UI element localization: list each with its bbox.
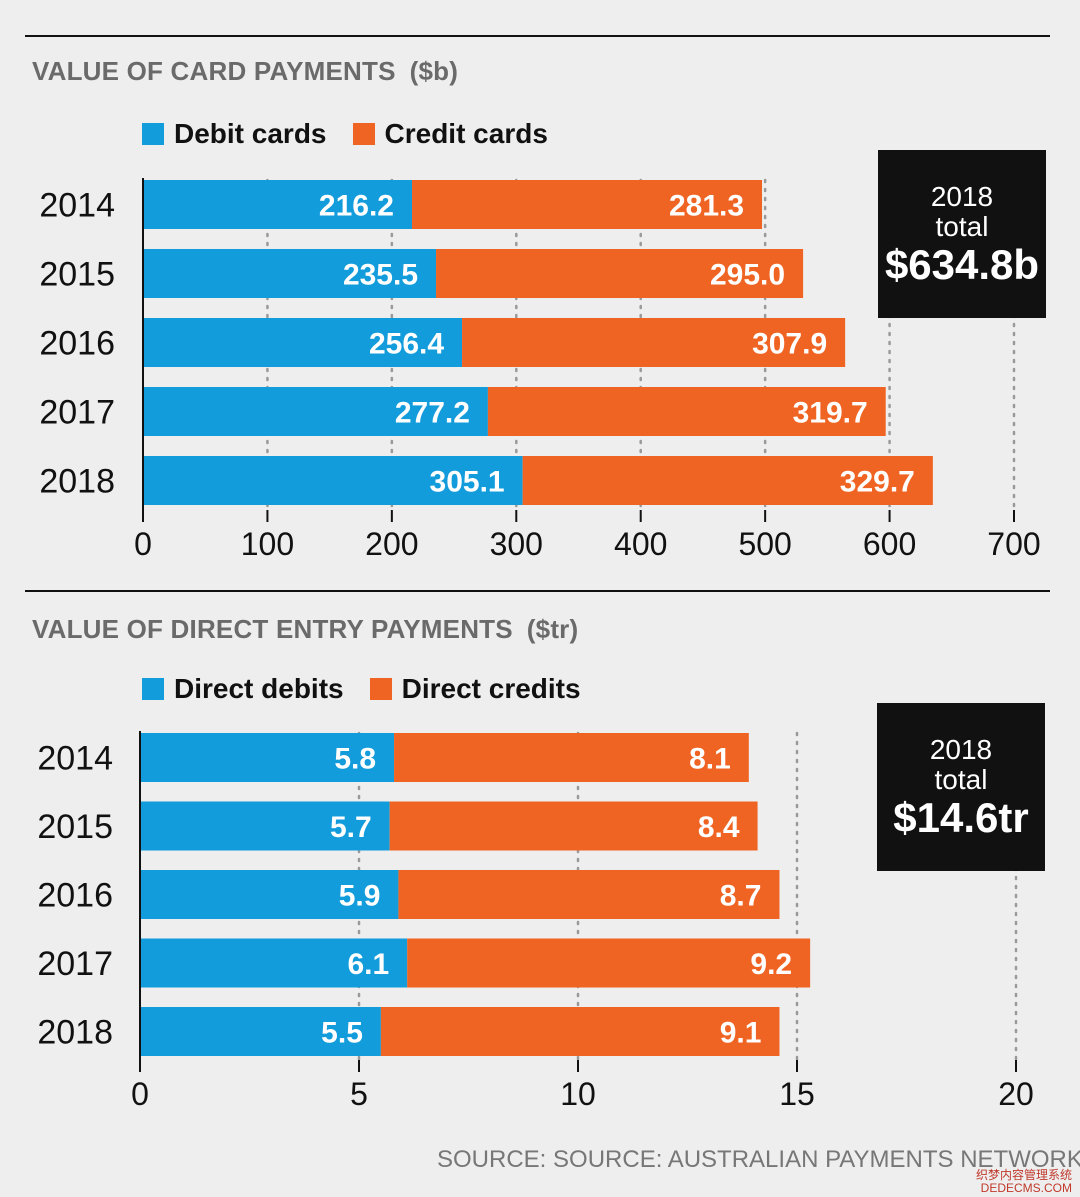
card-total-box: 2018 total $634.8b [878, 150, 1046, 318]
year-label-2018: 2018 [37, 1014, 113, 1052]
tick-label-100: 100 [241, 526, 294, 560]
bar-credit-2017 [407, 938, 811, 988]
value-label-debit-2015: 5.7 [330, 811, 372, 844]
legend-label-debit: Debit cards [174, 118, 327, 149]
year-label-2015: 2015 [37, 808, 113, 846]
top-rule [25, 35, 1050, 37]
bar-debit-2018 [143, 456, 523, 505]
direct-total-year: 2018 [929, 734, 993, 765]
legend-swatch-debit [142, 123, 164, 145]
legend-label-credit: Credit cards [384, 118, 548, 149]
bar-debit-2016 [143, 318, 463, 367]
value-label-debit-2014: 216.2 [319, 190, 394, 223]
legend-credit-cards: Credit cards [352, 118, 548, 150]
value-label-debit-2014: 5.8 [334, 743, 376, 776]
value-label-credit-2016: 307.9 [752, 328, 827, 361]
tick-label-20: 20 [998, 1076, 1034, 1112]
value-label-credit-2014: 8.1 [689, 743, 731, 776]
legend-label-direct-debits: Direct debits [174, 673, 344, 704]
card-title-text: VALUE OF CARD PAYMENTS [32, 56, 396, 86]
bar-debit-2017 [143, 387, 488, 436]
direct-total-label: total [934, 764, 988, 795]
card-total-value: $634.8b [884, 241, 1040, 288]
legend-direct-debits: Direct debits [142, 673, 344, 705]
direct-total-value: $14.6tr [893, 794, 1029, 841]
tick-label-0: 0 [131, 1076, 149, 1112]
bar-debit-2016 [140, 870, 399, 919]
direct-chart-title: VALUE OF DIRECT ENTRY PAYMENTS ($tr) [32, 614, 578, 645]
card-chart-title: VALUE OF CARD PAYMENTS ($b) [32, 56, 458, 87]
card-legend: Debit cards Credit cards [142, 117, 574, 151]
legend-direct-credits: Direct credits [369, 673, 581, 705]
legend-swatch-direct-debits [142, 678, 164, 700]
card-total-label: total [935, 211, 989, 242]
tick-label-200: 200 [365, 526, 418, 560]
tick-label-15: 15 [779, 1076, 815, 1112]
bar-debit-2017 [140, 938, 408, 988]
bar-debit-2014 [140, 733, 395, 782]
legend-swatch-credit [352, 123, 375, 145]
value-label-debit-2018: 5.5 [321, 1017, 363, 1050]
bar-credit-2014 [412, 180, 763, 229]
value-label-debit-2015: 235.5 [343, 259, 418, 292]
tick-label-0: 0 [134, 526, 152, 560]
direct-title-unit: ($tr) [526, 614, 579, 644]
value-label-credit-2018: 9.1 [720, 1017, 762, 1050]
tick-label-300: 300 [490, 526, 543, 560]
value-label-credit-2016: 8.7 [720, 880, 762, 913]
bar-debit-2018 [140, 1007, 381, 1056]
year-label-2016: 2016 [39, 325, 115, 363]
bar-debit-2015 [140, 801, 390, 851]
value-label-debit-2017: 277.2 [395, 397, 470, 430]
watermark: 织梦内容管理系统 DEDECMS.COM [976, 1169, 1072, 1195]
value-label-credit-2014: 281.3 [669, 190, 744, 223]
year-label-2014: 2014 [37, 740, 113, 778]
watermark-line2: DEDECMS.COM [980, 1181, 1072, 1195]
value-label-credit-2017: 319.7 [793, 397, 868, 430]
direct-title-text: VALUE OF DIRECT ENTRY PAYMENTS [32, 614, 513, 644]
bar-credit-2014 [394, 733, 749, 782]
card-total-year: 2018 [930, 181, 994, 212]
tick-label-700: 700 [987, 526, 1040, 560]
tick-label-5: 5 [350, 1076, 368, 1112]
card-payments-chart: 2014 216.2 281.3 2015 235.5 295.0 2016 256.4 307… [39, 178, 1041, 560]
value-label-credit-2015: 295.0 [710, 259, 785, 292]
value-label-credit-2015: 8.4 [698, 811, 740, 844]
bar-credit-2018 [380, 1007, 780, 1056]
source-note: SOURCE: SOURCE: AUSTRALIAN PAYMENTS NETW… [437, 1146, 1080, 1173]
year-label-2017: 2017 [39, 394, 115, 432]
bar-credit-2018 [522, 456, 933, 505]
year-label-2016: 2016 [37, 877, 113, 915]
middle-rule [25, 590, 1050, 592]
legend-debit-cards: Debit cards [142, 118, 327, 150]
bar-credit-2016 [462, 318, 846, 367]
year-label-2018: 2018 [39, 463, 115, 501]
direct-total-box: 2018 total $14.6tr [877, 703, 1045, 871]
value-label-debit-2016: 256.4 [369, 328, 444, 361]
value-label-debit-2017: 6.1 [347, 948, 389, 981]
bar-debit-2014 [143, 180, 413, 229]
bar-credit-2015 [436, 249, 804, 298]
value-label-debit-2018: 305.1 [430, 466, 505, 499]
value-label-credit-2017: 9.2 [750, 948, 792, 981]
bar-credit-2016 [398, 870, 780, 919]
year-label-2015: 2015 [39, 256, 115, 294]
tick-label-400: 400 [614, 526, 667, 560]
value-label-debit-2016: 5.9 [339, 880, 381, 913]
direct-legend: Direct debits Direct credits [142, 672, 607, 706]
card-title-unit: ($b) [409, 56, 459, 86]
tick-label-500: 500 [738, 526, 791, 560]
tick-label-600: 600 [863, 526, 916, 560]
bar-credit-2015 [389, 801, 758, 851]
year-label-2017: 2017 [37, 945, 113, 983]
legend-swatch-direct-credits [369, 678, 392, 700]
bar-credit-2017 [487, 387, 886, 436]
legend-label-direct-credits: Direct credits [401, 673, 581, 704]
watermark-line1: 织梦内容管理系统 [975, 1168, 1072, 1182]
tick-label-10: 10 [560, 1076, 596, 1112]
bar-debit-2015 [143, 249, 437, 298]
year-label-2014: 2014 [39, 187, 115, 225]
value-label-credit-2018: 329.7 [840, 466, 915, 499]
